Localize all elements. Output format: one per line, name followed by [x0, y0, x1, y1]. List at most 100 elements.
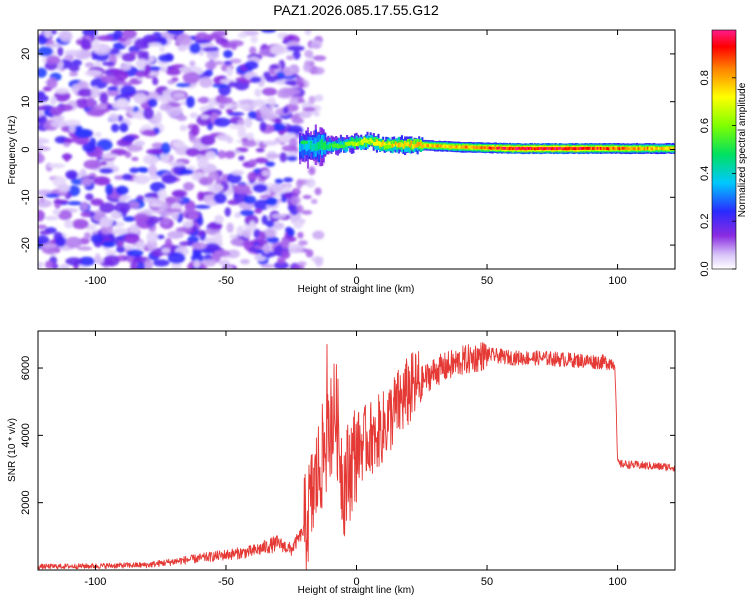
heatmap-cell [620, 146, 623, 150]
heatmap-cell [91, 39, 100, 52]
heatmap-cell [303, 142, 306, 150]
heatmap-cell [657, 147, 660, 150]
heatmap-cell [341, 144, 344, 149]
heatmap-cell [438, 144, 441, 148]
heatmap-cell [65, 170, 79, 180]
heatmap-cell [485, 146, 488, 150]
heatmap-cell [634, 147, 637, 151]
heatmap-cell [205, 151, 217, 160]
heatmap-cell [69, 71, 79, 77]
heatmap-cell [43, 30, 52, 39]
heatmap-cell [317, 141, 321, 150]
heatmap-cell [526, 147, 529, 150]
heatmap-cell [316, 142, 319, 151]
heatmap-cell [551, 147, 554, 150]
heatmap-cell [590, 147, 593, 150]
heatmap-cell [99, 92, 109, 104]
heatmap-cell [304, 30, 312, 36]
heatmap-cell [167, 251, 186, 264]
heatmap-cell [94, 253, 101, 265]
snr-x-tick-label: 0 [353, 576, 359, 588]
heatmap-cell [618, 147, 621, 151]
colorbar-tick-label: 0.8 [699, 70, 711, 85]
heatmap-cell [474, 146, 477, 150]
heatmap-cell [265, 97, 275, 104]
heatmap-cell [325, 144, 328, 149]
heatmap-cell [171, 190, 186, 198]
heatmap-x-tick-label: -100 [84, 275, 106, 287]
heatmap-cell [653, 146, 656, 150]
heatmap-cell [496, 146, 499, 150]
heatmap-cell [289, 96, 301, 106]
heatmap-cell [375, 139, 378, 144]
heatmap-cell [244, 60, 259, 70]
heatmap-y-ticks: -20 -10 0 10 20 [20, 48, 675, 253]
heatmap-cell [175, 82, 191, 88]
heatmap-cell [310, 198, 318, 205]
heatmap-cell [285, 55, 295, 61]
heatmap-cell [330, 143, 333, 149]
heatmap-cell [573, 147, 576, 151]
heatmap-cell [225, 265, 234, 269]
heatmap-cell [515, 147, 518, 151]
heatmap-cell [152, 259, 170, 267]
heatmap-cell [310, 140, 313, 150]
heatmap-y-tick-label: 20 [20, 48, 32, 60]
heatmap-cell [266, 236, 280, 244]
heatmap-cell [121, 52, 136, 62]
snr-x-tick-label: -100 [84, 576, 106, 588]
heatmap-cell [100, 161, 108, 166]
heatmap-cell [554, 147, 557, 151]
heatmap-cell [629, 147, 632, 151]
heatmap-cell [226, 172, 242, 184]
heatmap-cell [617, 146, 620, 150]
heatmap-cell [577, 147, 581, 151]
heatmap-cell [297, 98, 306, 104]
heatmap-cell [223, 60, 233, 65]
heatmap-cell [38, 209, 45, 222]
heatmap-cell [159, 151, 170, 163]
heatmap-cell [183, 182, 195, 191]
heatmap-cell [631, 147, 634, 151]
heatmap-cell [41, 243, 58, 249]
heatmap-cell [38, 146, 51, 152]
heatmap-cell [282, 106, 289, 114]
heatmap-cell [609, 146, 612, 150]
heatmap-cell [427, 144, 430, 148]
heatmap-cell [582, 146, 585, 150]
heatmap-cell [96, 35, 114, 41]
heatmap-cell [229, 234, 239, 239]
heatmap-cell [588, 146, 592, 150]
heatmap-cell [218, 96, 234, 105]
heatmap-cell [142, 154, 159, 165]
heatmap-cell [297, 231, 304, 239]
heatmap-cell [358, 138, 361, 144]
heatmap-cell [566, 147, 570, 151]
heatmap-cell [296, 178, 303, 189]
heatmap-cell [117, 37, 128, 42]
heatmap-cell [284, 132, 297, 138]
heatmap-cell [447, 145, 451, 149]
heatmap-y-tick-label: -20 [20, 237, 32, 253]
heatmap-cell [38, 67, 47, 78]
heatmap-cell [165, 196, 176, 204]
heatmap-cell [559, 146, 562, 150]
heatmap-cell [305, 178, 316, 188]
heatmap-cell [65, 236, 82, 249]
heatmap-cell [213, 192, 227, 204]
heatmap-cell [223, 49, 233, 59]
snr-y-tick-label: 4000 [20, 423, 32, 447]
heatmap-cell [248, 220, 256, 231]
heatmap-cell [208, 97, 215, 110]
heatmap-cell [301, 210, 313, 215]
heatmap-cell [664, 147, 667, 150]
heatmap-cell [178, 168, 194, 175]
heatmap-cell [119, 122, 129, 133]
heatmap-cell [117, 240, 125, 248]
heatmap-cell [418, 142, 421, 149]
heatmap-cell [252, 183, 268, 193]
heatmap-cell [50, 119, 67, 128]
heatmap-cell [83, 159, 102, 170]
heatmap-cell [286, 155, 298, 162]
heatmap-cell [313, 55, 327, 62]
